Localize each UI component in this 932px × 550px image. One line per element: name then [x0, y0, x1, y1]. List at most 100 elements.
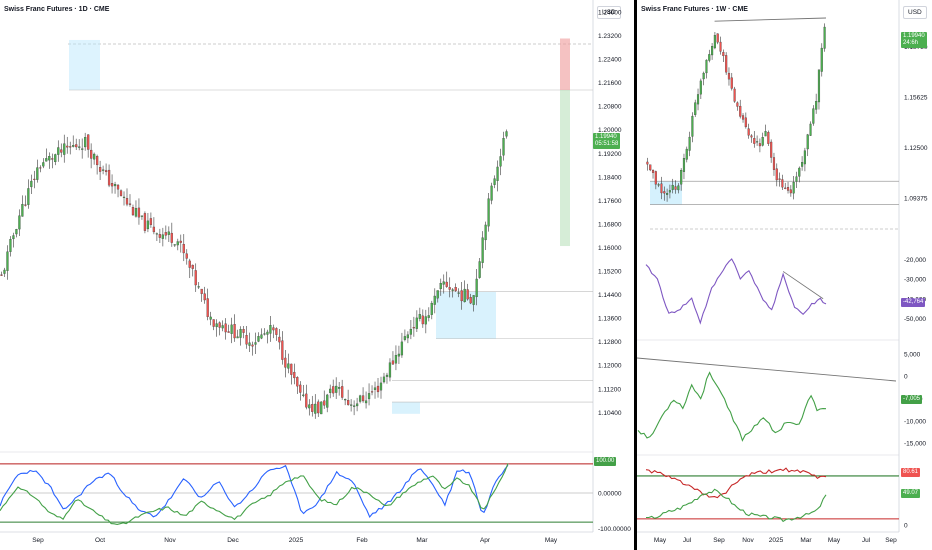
right-candle	[691, 115, 694, 137]
left-candle	[436, 290, 439, 299]
left-candle	[24, 204, 27, 206]
left-candle	[206, 298, 209, 317]
left-candle	[367, 393, 371, 400]
left-candle	[113, 184, 117, 187]
right-candle	[806, 134, 809, 150]
left-candle	[269, 325, 272, 334]
left-target-zone-blue	[69, 39, 100, 91]
left-time-label-5: Feb	[356, 537, 368, 544]
left-candle	[6, 251, 9, 271]
left-candle	[275, 328, 278, 335]
right-candle	[725, 55, 728, 73]
left-candle	[227, 331, 230, 333]
left-price-tick-1: 1.23200	[598, 33, 622, 40]
left-candle	[182, 244, 185, 254]
left-candle	[21, 204, 24, 217]
right-candle	[750, 135, 753, 138]
left-candle	[323, 400, 326, 406]
left-candle	[54, 154, 57, 163]
left-candle	[454, 287, 457, 291]
osc1-tick-1: -30,000	[904, 277, 926, 284]
left-candle	[224, 323, 227, 333]
left-candle	[18, 215, 21, 230]
left-candle	[221, 325, 224, 329]
right-candle	[654, 171, 657, 185]
left-candle	[161, 234, 164, 239]
osc1-purple-line	[645, 258, 827, 325]
left-candle	[176, 241, 179, 246]
left-candle	[191, 264, 194, 269]
right-candle	[784, 187, 787, 189]
osc3-green-line	[646, 488, 827, 523]
left-price-tick-0: 1.24000	[598, 10, 622, 17]
right-candle	[702, 72, 705, 80]
left-candle	[78, 146, 81, 148]
left-candle	[9, 239, 12, 252]
left-price-tick-13: 1.13600	[598, 316, 622, 323]
right-candle	[764, 131, 767, 137]
right-time-label-1: Jul	[683, 537, 692, 544]
left-indicator-tick-neg100: -100.00000	[598, 526, 631, 533]
left-candle	[257, 336, 260, 342]
left-candle	[475, 278, 478, 298]
left-candle	[185, 253, 188, 259]
left-candle	[51, 158, 54, 160]
left-price-tick-5: 1.20000	[598, 127, 622, 134]
left-candle	[439, 283, 442, 290]
right-candle	[801, 162, 804, 167]
left-candle	[320, 401, 323, 415]
left-candle	[3, 269, 6, 274]
left-candle	[484, 224, 487, 241]
left-countdown: 05:51:58	[595, 141, 619, 147]
right-candle	[767, 132, 770, 144]
left-candle	[143, 213, 147, 231]
right-time-label-3: Nov	[742, 537, 754, 544]
left-candle	[149, 218, 153, 225]
right-candle	[741, 115, 745, 120]
right-candle	[668, 190, 671, 193]
right-candle	[761, 137, 764, 146]
left-candle	[418, 314, 421, 319]
left-candle	[308, 404, 311, 409]
panel-divider[interactable]	[634, 0, 637, 550]
left-candle	[293, 371, 296, 379]
left-candle	[263, 333, 266, 335]
right-candle	[772, 157, 776, 170]
left-time-label-6: Mar	[416, 537, 428, 544]
right-candle	[674, 186, 677, 190]
left-candle	[376, 385, 380, 393]
right-currency-label[interactable]: USD	[903, 6, 927, 19]
left-candle	[460, 290, 463, 302]
right-candle	[809, 123, 812, 136]
left-candle	[107, 169, 111, 186]
left-candle	[69, 146, 72, 148]
left-candle	[317, 401, 320, 414]
right-candle	[775, 168, 778, 181]
left-candle	[326, 394, 329, 408]
left-candle	[110, 183, 114, 187]
osc2-tick-1: 0	[904, 374, 908, 381]
left-candle	[272, 327, 275, 331]
left-candle	[131, 207, 135, 216]
left-price-tick-8: 1.17600	[598, 198, 622, 205]
left-candle	[164, 232, 167, 236]
right-demand-zone-blue	[650, 181, 682, 205]
left-chart-canvas[interactable]: 1.24000 1.23200 1.22400 1.21600 1.20800 1.200…	[0, 0, 634, 550]
right-candle	[680, 170, 683, 185]
left-candle	[499, 156, 502, 167]
right-candle	[736, 102, 739, 107]
left-candle	[379, 382, 383, 391]
left-candle	[203, 293, 206, 301]
left-candle	[75, 144, 78, 148]
left-indicator-green-line	[0, 463, 509, 525]
left-candle	[179, 240, 182, 243]
left-candle	[194, 270, 197, 286]
left-demand-zone-blue	[436, 291, 496, 339]
left-currency-label[interactable]: USD	[597, 6, 621, 19]
left-candle	[433, 295, 436, 305]
left-candle	[42, 162, 45, 167]
left-candle	[329, 388, 332, 393]
right-candle	[688, 136, 691, 151]
left-low-zone-blue	[392, 402, 420, 414]
